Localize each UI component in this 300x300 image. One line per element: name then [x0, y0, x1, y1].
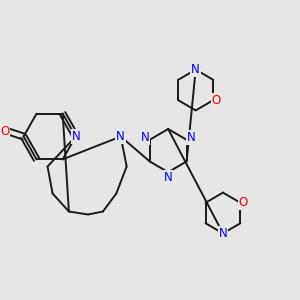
Text: O: O: [212, 94, 221, 107]
Text: N: N: [219, 227, 227, 240]
Text: N: N: [72, 130, 81, 143]
Text: O: O: [0, 124, 10, 138]
Text: N: N: [191, 63, 200, 76]
Text: O: O: [239, 196, 248, 209]
Text: N: N: [164, 171, 172, 184]
Text: N: N: [141, 130, 149, 144]
Text: N: N: [116, 130, 125, 143]
Text: N: N: [187, 130, 196, 144]
